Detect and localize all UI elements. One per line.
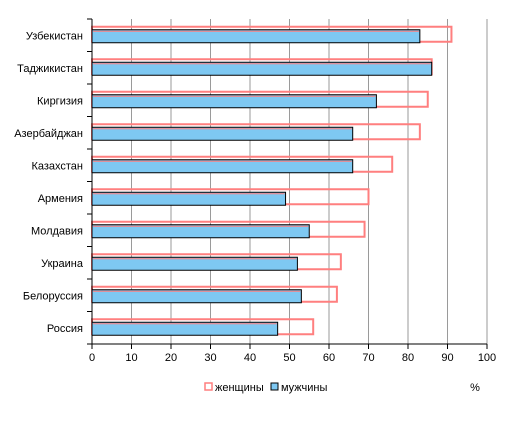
x-tick-label-0: 0 [89, 352, 95, 364]
unit-label: % [470, 382, 480, 394]
category-label-8: Белоруссия [23, 290, 83, 302]
legend-label-men: мужчины [281, 382, 327, 394]
category-label-9: Россия [47, 323, 83, 335]
legend-swatch-men [270, 382, 279, 391]
x-tick-label-10: 10 [125, 352, 137, 364]
legend: женщины мужчины [204, 382, 327, 394]
bars-group [91, 25, 453, 336]
category-label-2: Киргизия [37, 95, 83, 107]
category-label-3: Азербайджан [14, 128, 83, 140]
category-label-5: Армения [38, 193, 83, 205]
axes-group: Узбекистан Таджикистан Киргизия Азербайджан… [14, 18, 496, 364]
legend-swatch-women [204, 382, 213, 391]
category-label-7: Украина [41, 258, 84, 270]
x-tick-label-50: 50 [283, 352, 295, 364]
category-label-4: Казахстан [31, 160, 83, 172]
x-tick-label-20: 20 [165, 352, 177, 364]
category-label-1: Таджикистан [17, 63, 83, 75]
x-tick-label-90: 90 [441, 352, 453, 364]
x-tick-label-60: 60 [323, 352, 335, 364]
x-tick-label-100: 100 [478, 352, 496, 364]
category-label-6: Молдавия [31, 225, 83, 237]
legend-label-women: женщины [215, 382, 264, 394]
x-tick-label-30: 30 [204, 352, 216, 364]
category-label-0: Узбекистан [26, 30, 83, 42]
x-tick-label-80: 80 [402, 352, 414, 364]
x-tick-label-70: 70 [362, 352, 374, 364]
x-tick-label-40: 40 [244, 352, 256, 364]
